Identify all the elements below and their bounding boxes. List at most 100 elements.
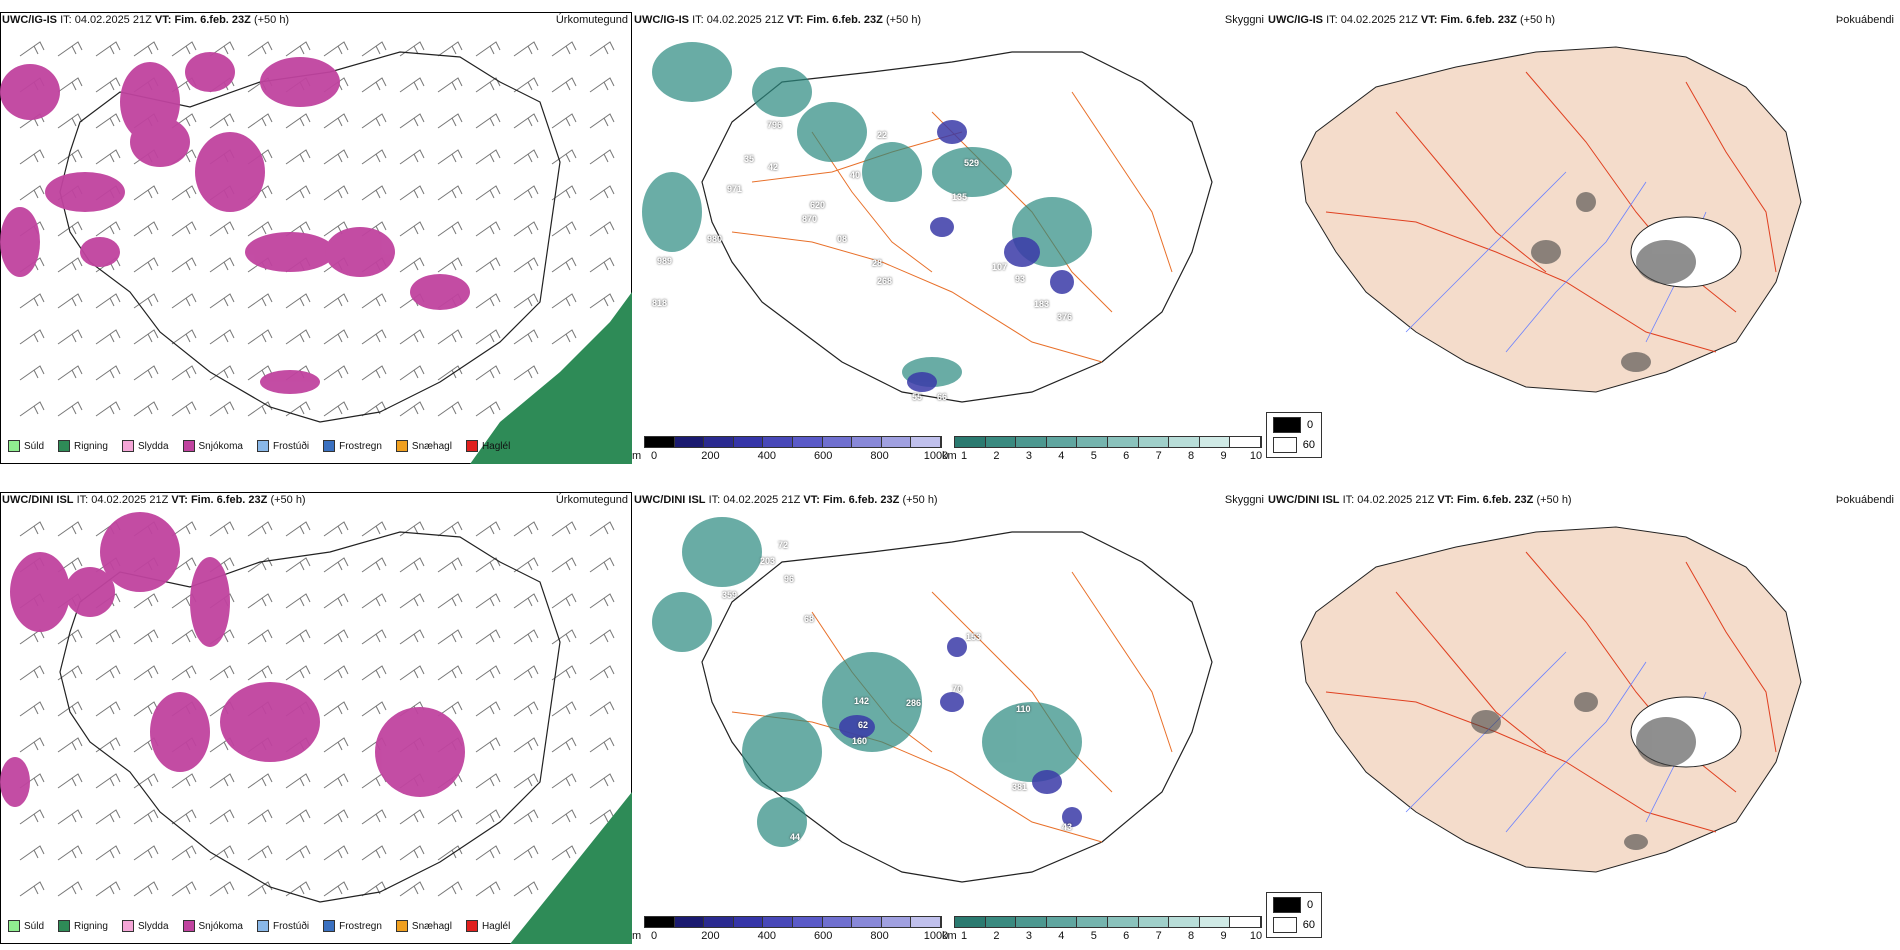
wind-barb xyxy=(323,365,349,381)
colorbar-tick: 5 xyxy=(1090,450,1097,462)
wind-barb xyxy=(551,329,577,345)
colorbar-unit: m xyxy=(632,450,642,462)
value-label: 153 xyxy=(966,632,982,642)
wind-barb xyxy=(19,845,45,861)
wind-barb xyxy=(95,329,121,345)
value-label: 359 xyxy=(722,590,738,600)
wind-barb xyxy=(171,773,197,789)
panel-title: Úrkomutegund xyxy=(555,494,628,506)
iceland-land xyxy=(1300,526,1802,873)
value-label: 870 xyxy=(802,214,818,224)
wind-barb xyxy=(399,401,425,417)
wind-barb xyxy=(551,737,577,753)
wind-barb xyxy=(209,221,235,237)
wind-barb xyxy=(589,113,615,129)
legend-label: Slydda xyxy=(137,920,169,932)
wind-barb xyxy=(95,737,121,753)
wind-barb xyxy=(57,773,83,789)
wind-barb xyxy=(513,665,539,681)
wind-barb xyxy=(513,257,539,273)
legend-item: Frostregn xyxy=(323,440,382,452)
wind-barb xyxy=(323,629,349,645)
value-label: 35 xyxy=(744,154,755,164)
wind-barb xyxy=(19,185,45,201)
wind-barb xyxy=(57,113,83,129)
wind-barb xyxy=(323,665,349,681)
legend-swatch xyxy=(8,440,20,452)
colorbar-tick: 1000 xyxy=(923,930,949,942)
value-label: 40 xyxy=(850,170,861,180)
precip-type-panel-2: UWC/DINI ISL IT: 04.02.2025 21Z VT: Fim.… xyxy=(0,492,632,944)
wind-barb xyxy=(209,401,235,417)
colorbar-tick: 10 xyxy=(1249,930,1263,942)
wind-barb xyxy=(285,773,311,789)
wind-barb xyxy=(19,329,45,345)
wind-barb xyxy=(399,257,425,273)
wind-barb xyxy=(589,665,615,681)
wind-barb xyxy=(57,881,83,897)
wind-barb xyxy=(475,185,501,201)
wind-barb xyxy=(57,665,83,681)
wind-barb xyxy=(323,881,349,897)
wind-barb xyxy=(323,737,349,753)
visibility-map-1 xyxy=(642,42,1213,403)
value-label: 42 xyxy=(768,162,779,172)
value-label: 66 xyxy=(937,392,948,402)
panel-title: Skyggni xyxy=(1224,494,1264,506)
wind-barb xyxy=(551,113,577,129)
value-label: 818 xyxy=(652,298,668,308)
value-label: 203 xyxy=(760,556,776,566)
wind-barb xyxy=(285,809,311,825)
value-label: 620 xyxy=(810,200,826,210)
wind-barb xyxy=(551,773,577,789)
wind-barb xyxy=(513,293,539,309)
fog-legend: 0 60 xyxy=(1266,892,1322,938)
wind-barb xyxy=(95,629,121,645)
wind-barb xyxy=(285,149,311,165)
wind-barb xyxy=(475,665,501,681)
wind-barb xyxy=(475,365,501,381)
wind-barb xyxy=(399,113,425,129)
wind-barb xyxy=(551,77,577,93)
panel-header: UWC/DINI ISL IT: 04.02.2025 21Z VT: Fim.… xyxy=(634,494,938,506)
wind-barb xyxy=(361,593,387,609)
wind-barb xyxy=(399,629,425,645)
wind-barb xyxy=(19,737,45,753)
rain-area xyxy=(510,792,632,944)
wind-barb xyxy=(171,221,197,237)
wind-barb xyxy=(171,521,197,537)
wind-barb xyxy=(551,845,577,861)
wind-barb xyxy=(57,221,83,237)
wind-barb xyxy=(171,557,197,573)
wind-barb xyxy=(399,329,425,345)
precip-type-panel-1: UWC/IG-IS IT: 04.02.2025 21Z VT: Fim. 6.… xyxy=(0,12,632,464)
panel-header: UWC/DINI ISL IT: 04.02.2025 21Z VT: Fim.… xyxy=(2,494,306,506)
wind-barb xyxy=(171,329,197,345)
value-label: 183 xyxy=(1034,299,1050,309)
wind-barb xyxy=(513,329,539,345)
wind-barb xyxy=(475,149,501,165)
value-label: 381 xyxy=(1012,782,1028,792)
wind-barb xyxy=(57,329,83,345)
wind-barb xyxy=(323,521,349,537)
colorbar-unit: km xyxy=(942,930,957,942)
wind-barb xyxy=(475,401,501,417)
wind-barb xyxy=(19,149,45,165)
wind-barb xyxy=(285,293,311,309)
wind-barb xyxy=(437,629,463,645)
colorbar-strip xyxy=(644,436,942,448)
wind-barb xyxy=(437,593,463,609)
wind-barb xyxy=(171,881,197,897)
wind-barb xyxy=(513,773,539,789)
wind-barb xyxy=(171,257,197,273)
wind-barb xyxy=(437,365,463,381)
wind-barb xyxy=(589,629,615,645)
wind-barb xyxy=(133,773,159,789)
legend-item: Slydda xyxy=(121,440,169,452)
wind-barb xyxy=(361,329,387,345)
iceland-outline xyxy=(701,51,1213,403)
legend-label: Frostúði xyxy=(272,920,310,932)
wind-barb xyxy=(361,809,387,825)
fog-map-1 xyxy=(1300,46,1802,393)
colorbar-strip xyxy=(644,916,942,928)
